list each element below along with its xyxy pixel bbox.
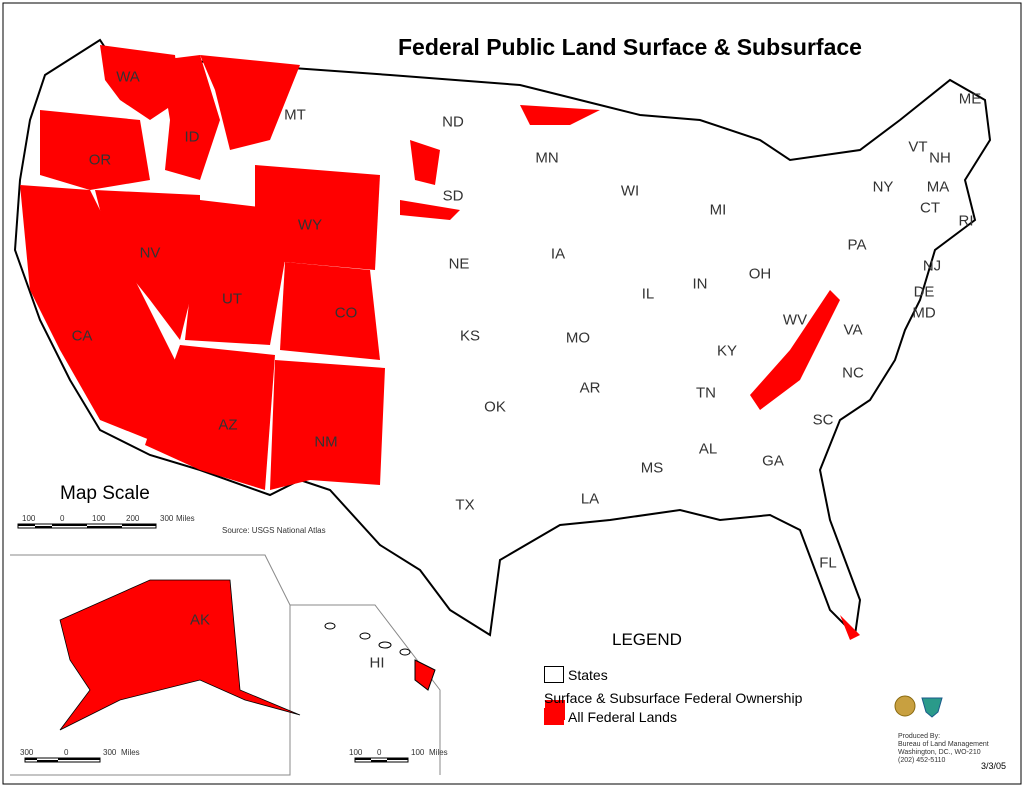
state-label-ut: UT [222, 290, 242, 308]
credit-line: Produced By: [898, 733, 941, 740]
doi-seal-logo [894, 695, 916, 717]
credit-line: (202) 452-5110 [898, 757, 946, 764]
state-label-sd: SD [442, 187, 464, 205]
scale-tick: 300 [20, 748, 34, 757]
state-label-nj: NJ [922, 257, 942, 275]
scale-unit: Miles [121, 748, 140, 757]
state-label-wi: WI [620, 182, 640, 200]
state-label-sc: SC [812, 411, 834, 429]
state-label-la: LA [580, 490, 600, 508]
state-label-me: ME [958, 90, 982, 108]
state-label-va: VA [843, 321, 863, 339]
state-label-az: AZ [218, 416, 238, 434]
hawaii-inset-border [290, 604, 441, 775]
legend-item-federal: All Federal Lands [544, 708, 677, 725]
state-label-or: OR [88, 151, 112, 169]
state-label-ne: NE [448, 255, 470, 273]
state-label-wv: WV [782, 311, 808, 329]
state-label-wy: WY [297, 216, 323, 234]
state-label-nd: ND [442, 113, 464, 131]
alaska-scale-bar [24, 757, 101, 763]
state-label-nh: NH [929, 149, 951, 167]
scale-tick: 0 [64, 748, 69, 757]
source-note: Source: USGS National Atlas [222, 526, 326, 535]
state-label-oh: OH [748, 265, 772, 283]
state-label-pa: PA [847, 236, 867, 254]
state-label-ri: RI [958, 212, 974, 230]
state-label-ia: IA [550, 245, 566, 263]
blm-logo [921, 697, 943, 718]
alaska-outline [59, 579, 301, 731]
legend-item-states: States [544, 666, 608, 683]
state-label-il: IL [641, 285, 655, 303]
state-label-fl: FL [819, 554, 837, 572]
map-scale-title: Map Scale [60, 483, 150, 504]
map-title: Federal Public Land Surface & Subsurface [398, 34, 862, 60]
state-label-ok: OK [484, 398, 506, 416]
state-label-mi: MI [709, 201, 727, 219]
state-label-ct: CT [920, 199, 940, 217]
state-label-co: CO [334, 304, 358, 322]
state-label-mt: MT [284, 106, 306, 124]
legend-title: LEGEND [612, 630, 682, 649]
legend-label: States [568, 666, 608, 683]
state-label-tx: TX [455, 496, 475, 514]
state-label-hi: HI [369, 654, 385, 672]
state-label-ks: KS [459, 327, 481, 345]
legend-subtitle: Surface & Subsurface Federal Ownership [544, 690, 803, 706]
state-label-md: MD [912, 304, 936, 322]
legend-label: All Federal Lands [568, 708, 677, 725]
state-label-ga: GA [762, 452, 784, 470]
state-label-wa: WA [116, 68, 140, 86]
state-label-al: AL [698, 440, 718, 458]
scale-unit: Miles [176, 514, 195, 523]
state-label-nc: NC [842, 364, 864, 382]
state-label-ny: NY [872, 178, 894, 196]
map-scale-bar [17, 523, 157, 529]
state-label-ma: MA [926, 178, 950, 196]
scale-tick: 100 [411, 748, 425, 757]
federal-swatch [544, 708, 564, 725]
state-label-mn: MN [535, 149, 559, 167]
scale-tick: 100 [92, 514, 106, 523]
hawaii-islands [324, 622, 436, 691]
credit-line: Bureau of Land Management [898, 741, 989, 748]
state-label-ak: AK [189, 611, 211, 629]
scale-tick: 100 [349, 748, 363, 757]
state-label-ms: MS [640, 459, 664, 477]
hawaii-scale-bar [354, 757, 409, 763]
state-label-nv: NV [139, 244, 161, 262]
scale-tick: 0 [377, 748, 382, 757]
state-label-ca: CA [71, 327, 93, 345]
states-swatch [544, 666, 564, 683]
state-label-mo: MO [565, 329, 591, 347]
state-label-tn: TN [696, 384, 716, 402]
state-label-in: IN [692, 275, 708, 293]
scale-tick: 300 [103, 748, 117, 757]
state-label-ky: KY [716, 342, 738, 360]
credit-line: Washington, DC., WO-210 [898, 749, 981, 756]
state-label-id: ID [184, 128, 200, 146]
state-label-ar: AR [579, 379, 601, 397]
federal-lands [20, 45, 860, 720]
scale-unit: Miles [429, 748, 448, 757]
state-label-de: DE [913, 283, 935, 301]
credits: Produced By: Bureau of Land Management W… [898, 733, 989, 765]
state-label-nm: NM [314, 433, 338, 451]
state-label-vt: VT [908, 138, 928, 156]
map-date: 3/3/05 [981, 761, 1007, 771]
scale-tick: 200 [126, 514, 140, 523]
scale-tick: 300 [160, 514, 174, 523]
scale-tick: 100 [22, 514, 36, 523]
scale-tick: 0 [60, 514, 65, 523]
